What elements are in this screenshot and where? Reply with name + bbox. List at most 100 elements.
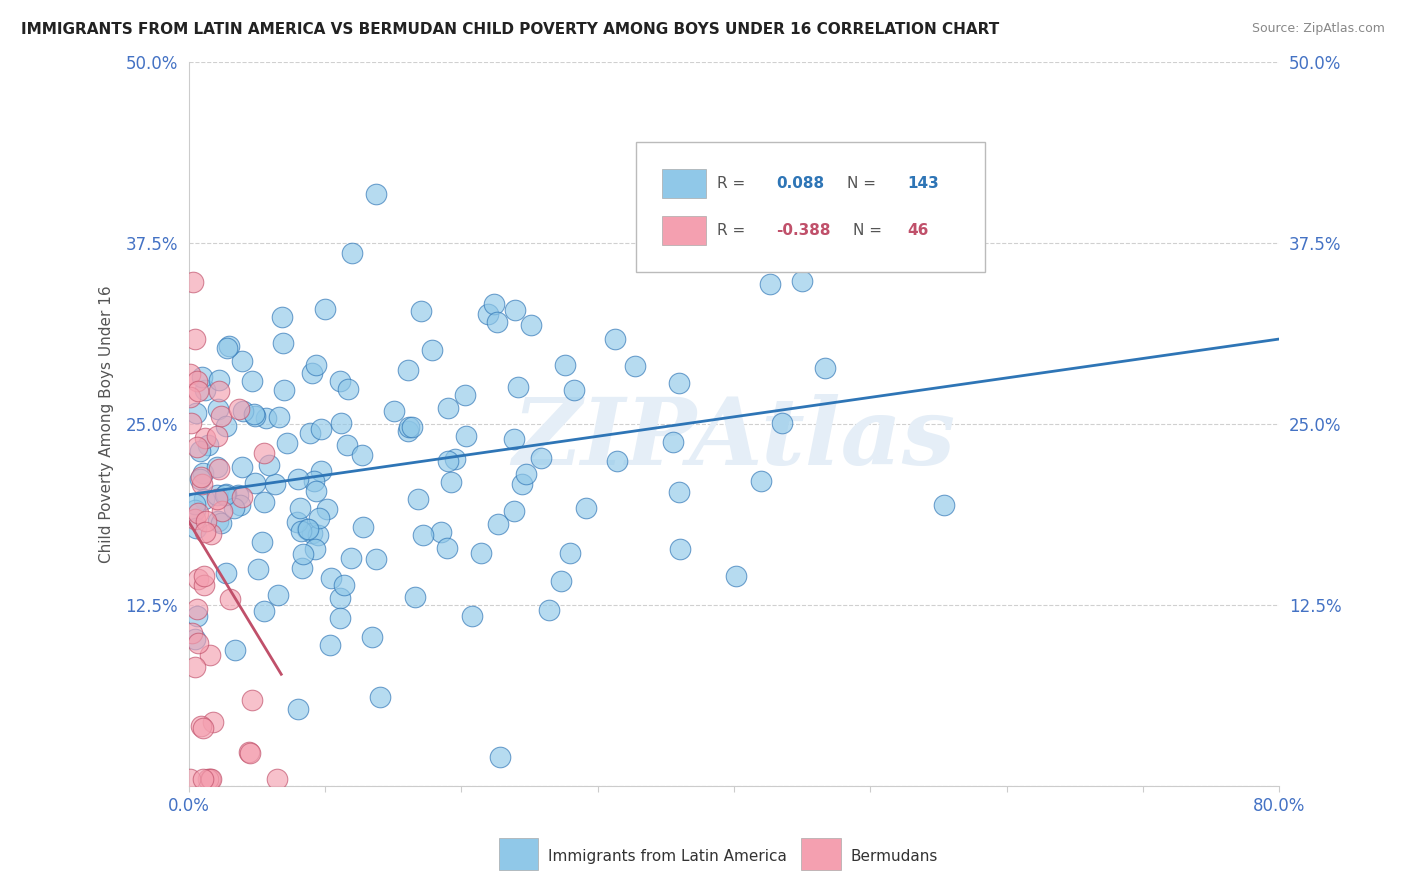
Point	[180, 416, 202, 430]
Text: N =: N =	[853, 223, 887, 238]
Point	[228, 402, 250, 417]
FancyBboxPatch shape	[636, 142, 984, 272]
Point	[368, 690, 391, 705]
Point	[229, 498, 252, 512]
Point	[209, 516, 232, 531]
Point	[309, 464, 332, 478]
Point	[184, 512, 207, 526]
Point	[420, 343, 443, 357]
Point	[207, 514, 229, 528]
Point	[337, 382, 360, 396]
Point	[934, 498, 956, 512]
Point	[197, 438, 219, 452]
Point	[187, 384, 209, 398]
Point	[186, 374, 208, 388]
FancyBboxPatch shape	[662, 217, 706, 245]
Point	[215, 566, 238, 580]
Point	[361, 630, 384, 644]
Point	[668, 485, 690, 500]
Point	[520, 318, 543, 333]
Point	[485, 314, 508, 328]
Point	[287, 515, 309, 529]
Text: N =: N =	[848, 177, 882, 191]
Point	[243, 409, 266, 424]
Text: ZIPAtlas: ZIPAtlas	[512, 393, 956, 483]
Point	[254, 410, 277, 425]
Point	[538, 603, 561, 617]
Point	[194, 514, 217, 528]
Point	[193, 467, 215, 481]
Point	[489, 750, 512, 764]
Point	[606, 454, 628, 468]
Point	[193, 568, 215, 582]
Point	[193, 491, 215, 506]
Point	[253, 495, 276, 509]
Point	[461, 608, 484, 623]
Point	[179, 368, 201, 382]
Point	[181, 275, 204, 289]
Point	[396, 424, 419, 438]
Text: Immigrants from Latin America: Immigrants from Latin America	[548, 849, 787, 863]
Point	[194, 525, 217, 540]
Point	[329, 591, 352, 605]
Point	[215, 419, 238, 434]
Point	[190, 469, 212, 483]
Point	[191, 477, 214, 491]
Point	[575, 500, 598, 515]
Point	[319, 571, 342, 585]
Point	[266, 772, 288, 786]
Point	[790, 274, 813, 288]
Point	[759, 277, 782, 292]
Point	[266, 588, 288, 602]
Point	[197, 772, 219, 786]
Point	[309, 422, 332, 436]
Point	[207, 491, 229, 506]
Point	[554, 358, 576, 372]
Point	[214, 488, 236, 502]
Point	[184, 632, 207, 647]
Point	[329, 416, 352, 430]
Point	[564, 383, 586, 397]
Point	[503, 432, 526, 446]
Point	[454, 388, 477, 402]
Point	[749, 474, 772, 488]
Point	[668, 376, 690, 391]
Point	[307, 528, 329, 542]
Point	[186, 609, 208, 624]
Point	[200, 772, 222, 786]
Point	[218, 591, 240, 606]
Point	[352, 448, 374, 462]
Point	[401, 420, 423, 434]
Point	[188, 444, 211, 458]
Point	[482, 296, 505, 310]
Point	[814, 360, 837, 375]
Point	[291, 561, 314, 575]
Point	[243, 475, 266, 490]
Point	[187, 506, 209, 520]
Point	[288, 500, 311, 515]
Point	[191, 370, 214, 384]
Point	[724, 568, 747, 582]
Text: -0.388: -0.388	[776, 223, 831, 238]
Point	[209, 409, 232, 423]
Point	[398, 420, 420, 434]
Point	[287, 472, 309, 486]
Point	[253, 604, 276, 618]
Point	[515, 467, 537, 481]
Text: 143: 143	[907, 177, 939, 191]
Point	[194, 431, 217, 445]
Point	[301, 526, 323, 541]
Point	[191, 772, 214, 786]
Point	[560, 546, 582, 560]
Point	[247, 562, 270, 576]
Point	[231, 353, 253, 368]
Point	[404, 590, 426, 604]
Point	[184, 521, 207, 535]
Point	[477, 307, 499, 321]
Point	[430, 525, 453, 540]
Point	[336, 438, 359, 452]
Point	[207, 488, 229, 502]
Point	[187, 572, 209, 586]
Text: R =: R =	[717, 223, 749, 238]
Text: 46: 46	[907, 223, 929, 238]
